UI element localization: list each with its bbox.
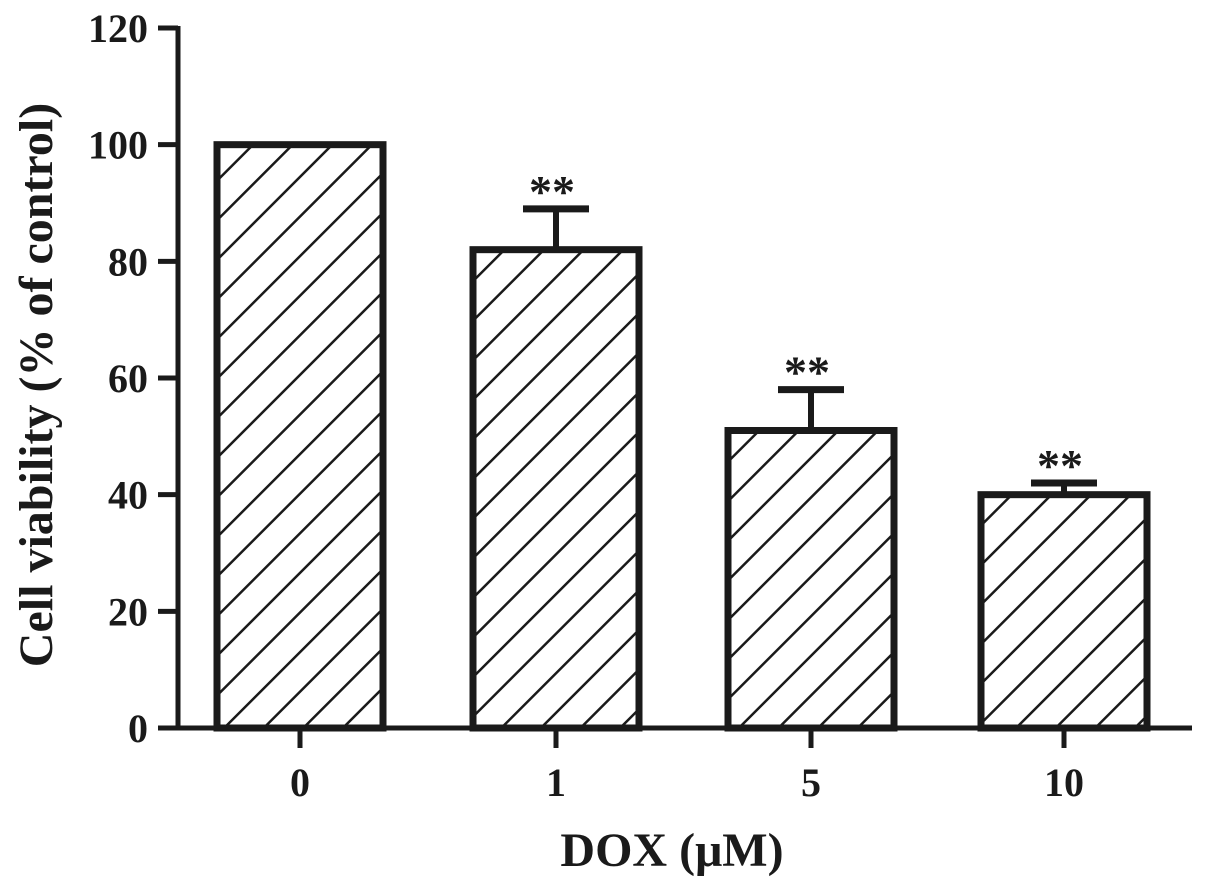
bar-5 — [724, 427, 898, 732]
y-tick-label: 100 — [88, 123, 148, 168]
significance-mark: ** — [1037, 440, 1083, 491]
y-axis-title: Cell viability (% of control) — [10, 103, 63, 667]
y-tick-label: 120 — [88, 6, 148, 51]
y-tick-label: 0 — [128, 706, 148, 751]
x-tick-label: 10 — [1044, 760, 1084, 805]
x-tick-label: 5 — [801, 760, 821, 805]
y-tick-label: 40 — [108, 473, 148, 518]
significance-mark: ** — [784, 347, 830, 398]
bar-0 — [213, 141, 387, 732]
significance-mark: ** — [529, 166, 575, 217]
y-tick-label: 60 — [108, 356, 148, 401]
y-tick-label: 80 — [108, 239, 148, 284]
bar-10 — [977, 491, 1151, 732]
x-tick-label: 0 — [290, 760, 310, 805]
x-tick-label: 1 — [546, 760, 566, 805]
y-tick-label: 20 — [108, 589, 148, 634]
x-axis-title: DOX (μM) — [560, 824, 783, 877]
bar-1 — [469, 246, 643, 732]
plot-area: 0 20 40 60 80 100 120 0 ** 1 ** 5 ** 10 — [88, 6, 1192, 805]
